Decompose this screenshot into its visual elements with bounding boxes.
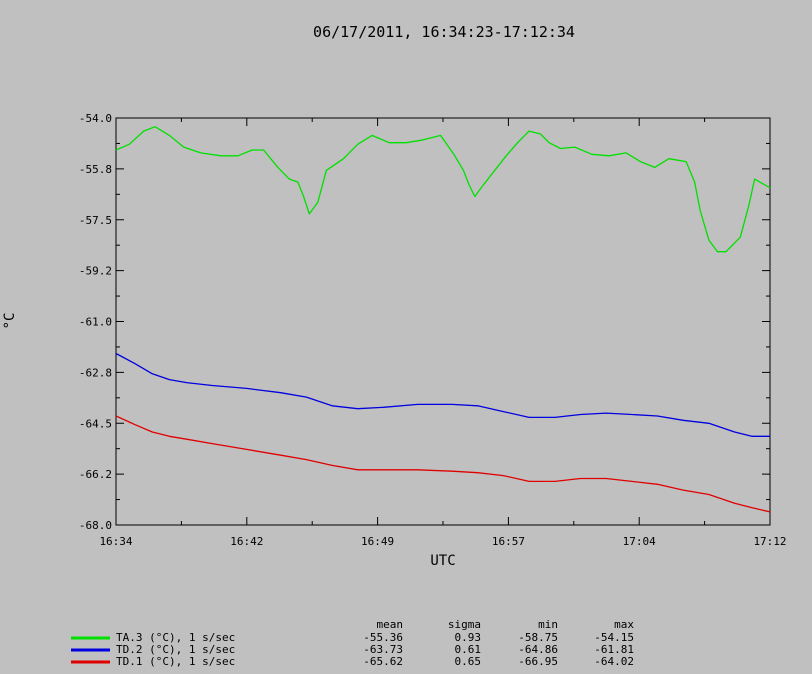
legend: TA.3 (°C), 1 s/sec -55.36 0.93 -58.75 -54.15… bbox=[71, 631, 634, 668]
stats-value: -63.73 bbox=[363, 643, 403, 656]
stats-header-min: min bbox=[538, 618, 558, 631]
y-tick-label: -54.0 bbox=[79, 112, 112, 125]
y-axis: -54.0 -55.8 -57.5 -59.2 -61.0 -62.8 -64.5 -66.2… bbox=[79, 112, 770, 532]
stats-value: 0.93 bbox=[455, 631, 482, 644]
stats-value: 0.61 bbox=[455, 643, 482, 656]
chart-title: 06/17/2011, 16:34:23-17:12:34 bbox=[313, 23, 575, 41]
legend-label: TD.1 (°C), 1 s/sec bbox=[116, 655, 235, 668]
x-axis-label: UTC bbox=[430, 553, 455, 569]
x-axis: 16:34 16:42 16:49 16:57 17:04 17:12 bbox=[99, 118, 787, 548]
stats-header-sigma: sigma bbox=[448, 618, 481, 631]
stats-value: -61.81 bbox=[594, 643, 634, 656]
x-tick-label: 16:49 bbox=[361, 535, 394, 548]
stats-header: mean sigma min max bbox=[377, 618, 635, 631]
stats-value: -55.36 bbox=[363, 631, 403, 644]
x-tick-label: 17:12 bbox=[753, 535, 786, 548]
stats-value: -54.15 bbox=[594, 631, 634, 644]
x-tick-label: 17:04 bbox=[623, 535, 656, 548]
y-axis-label: °C bbox=[2, 313, 18, 330]
y-tick-label: -62.8 bbox=[79, 366, 112, 379]
stats-value: -64.86 bbox=[518, 643, 558, 656]
plot-area bbox=[115, 117, 771, 526]
y-tick-label: -57.5 bbox=[79, 214, 112, 227]
stats-header-mean: mean bbox=[377, 618, 404, 631]
plot-border bbox=[115, 117, 771, 526]
stats-value: -65.62 bbox=[363, 655, 403, 668]
stats-value: -66.95 bbox=[518, 655, 558, 668]
legend-label: TD.2 (°C), 1 s/sec bbox=[116, 643, 235, 656]
x-tick-label: 16:57 bbox=[492, 535, 525, 548]
stats-value: 0.65 bbox=[455, 655, 482, 668]
stats-header-max: max bbox=[614, 618, 634, 631]
x-tick-label: 16:42 bbox=[230, 535, 263, 548]
y-tick-label: -66.2 bbox=[79, 468, 112, 481]
series-line-2 bbox=[115, 415, 771, 513]
series-lines bbox=[115, 126, 771, 513]
x-tick-label: 16:34 bbox=[99, 535, 132, 548]
y-tick-label: -55.8 bbox=[79, 163, 112, 176]
y-tick-label: -68.0 bbox=[79, 519, 112, 532]
legend-label: TA.3 (°C), 1 s/sec bbox=[116, 631, 235, 644]
y-tick-label: -59.2 bbox=[79, 265, 112, 278]
stats-value: -58.75 bbox=[518, 631, 558, 644]
series-line-0 bbox=[115, 126, 771, 253]
y-tick-label: -61.0 bbox=[79, 316, 112, 329]
series-line-1 bbox=[115, 352, 770, 437]
stats-value: -64.02 bbox=[594, 655, 634, 668]
y-tick-label: -64.5 bbox=[79, 417, 112, 430]
